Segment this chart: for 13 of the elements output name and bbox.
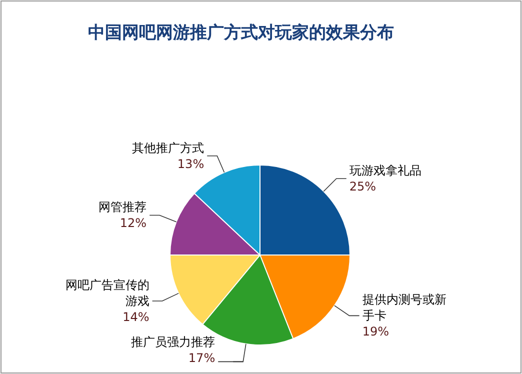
data-label: 17% xyxy=(188,351,216,365)
data-label: 13% xyxy=(177,156,204,171)
chart-title: 中国网吧网游推广方式对玩家的效果分布 xyxy=(88,23,394,43)
slice-label: 推广员强力推荐 xyxy=(131,335,216,349)
slice-label: 玩游戏拿礼品 xyxy=(349,164,422,178)
data-label: 25% xyxy=(349,180,376,194)
slice-label: 其他推广方式 xyxy=(132,140,204,155)
slice-label: 网吧广告宣传的游戏 xyxy=(65,278,150,308)
data-label: 12% xyxy=(120,216,147,230)
data-label: 19% xyxy=(362,324,389,339)
data-label: 14% xyxy=(122,310,150,324)
slice-label: 提供内测号或新手卡 xyxy=(362,292,446,323)
slice-label: 网管推荐 xyxy=(98,200,147,214)
